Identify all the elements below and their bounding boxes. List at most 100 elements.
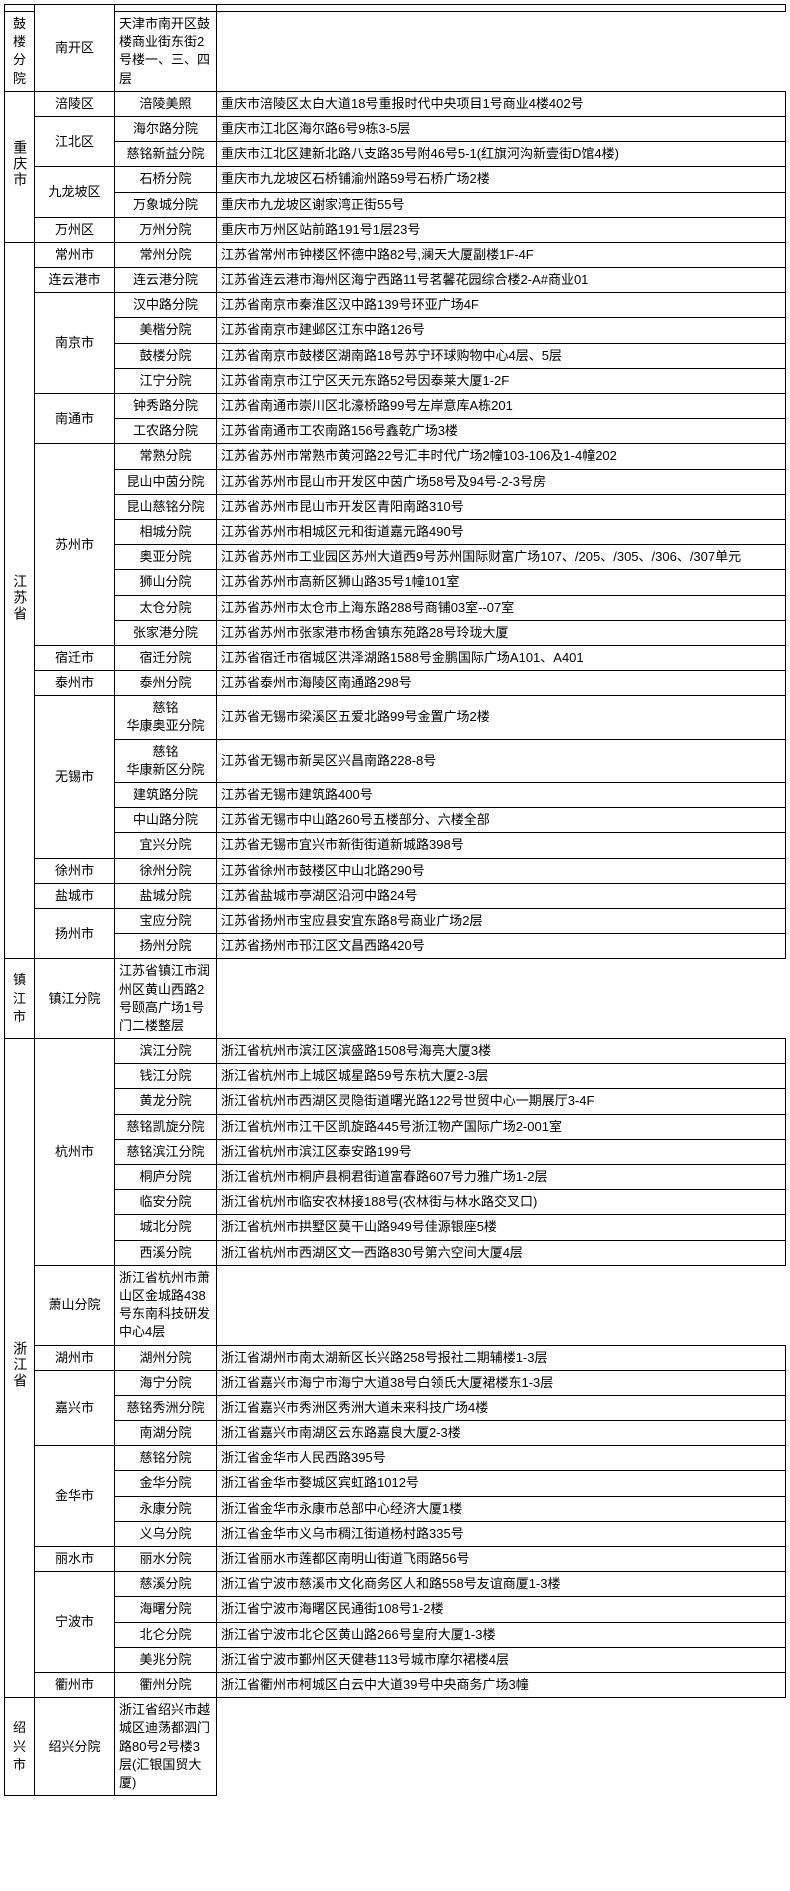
address-cell: 浙江省宁波市鄞州区天健巷113号城市摩尔裙楼4层	[217, 1647, 786, 1672]
address-cell: 浙江省杭州市上城区城星路59号东杭大厦2-3层	[217, 1064, 786, 1089]
branch-cell: 涪陵美照	[115, 91, 217, 116]
branch-cell: 桐庐分院	[115, 1165, 217, 1190]
branch-cell: 永康分院	[115, 1496, 217, 1521]
table-row: 海曙分院浙江省宁波市海曙区民通街108号1-2楼	[5, 1597, 786, 1622]
branch-cell: 钟秀路分院	[115, 394, 217, 419]
address-cell	[217, 5, 786, 12]
table-row: 扬州分院江苏省扬州市邗江区文昌西路420号	[5, 934, 786, 959]
table-row: 黄龙分院浙江省杭州市西湖区灵隐街道曙光路122号世贸中心一期展厅3-4F	[5, 1089, 786, 1114]
province-cell: 江苏省	[5, 242, 35, 958]
city-cell: 泰州市	[35, 671, 115, 696]
table-row: 湖州市湖州分院浙江省湖州市南太湖新区长兴路258号报社二期辅楼1-3层	[5, 1345, 786, 1370]
city-cell: 南通市	[35, 394, 115, 444]
table-row: 衢州市衢州分院浙江省衢州市柯城区白云中大道39号中央商务广场3幢	[5, 1672, 786, 1697]
city-cell: 盐城市	[35, 883, 115, 908]
branch-cell: 昆山慈铭分院	[115, 494, 217, 519]
branch-cell: 海尔路分院	[115, 116, 217, 141]
branch-cell: 海曙分院	[115, 1597, 217, 1622]
city-cell: 常州市	[35, 242, 115, 267]
table-row: 南湖分院浙江省嘉兴市南湖区云东路嘉良大厦2-3楼	[5, 1421, 786, 1446]
table-row: 盐城市盐城分院江苏省盐城市亭湖区沿河中路24号	[5, 883, 786, 908]
city-cell: 南开区	[35, 5, 115, 92]
address-cell: 重庆市九龙坡区石桥铺渝州路59号石桥广场2楼	[217, 167, 786, 192]
table-row: 扬州市宝应分院江苏省扬州市宝应县安宜东路8号商业广场2层	[5, 908, 786, 933]
branch-cell: 万象城分院	[115, 192, 217, 217]
table-row: 南京市汉中路分院江苏省南京市秦淮区汉中路139号环亚广场4F	[5, 293, 786, 318]
city-cell: 江北区	[35, 116, 115, 166]
city-cell: 丽水市	[35, 1547, 115, 1572]
location-table: 南开区鼓楼分院天津市南开区鼓楼商业街东街2号楼一、三、四层重庆市涪陵区涪陵美照重…	[4, 4, 786, 1796]
table-row: 工农路分院江苏省南通市工农南路156号鑫乾广场3楼	[5, 419, 786, 444]
city-cell: 苏州市	[35, 444, 115, 646]
city-cell: 无锡市	[35, 696, 115, 858]
address-cell: 江苏省南京市鼓楼区湖南路18号苏宁环球购物中心4层、5层	[217, 343, 786, 368]
address-cell: 江苏省连云港市海州区海宁西路11号茗馨花园综合楼2-A#商业01	[217, 268, 786, 293]
city-cell: 杭州市	[35, 1039, 115, 1266]
table-row: 狮山分院江苏省苏州市高新区狮山路35号1幢101室	[5, 570, 786, 595]
branch-cell: 扬州分院	[115, 934, 217, 959]
address-cell: 江苏省泰州市海陵区南通路298号	[217, 671, 786, 696]
city-cell: 宿迁市	[35, 645, 115, 670]
address-cell: 江苏省苏州市工业园区苏州大道西9号苏州国际财富广场107、/205、/305、/…	[217, 545, 786, 570]
table-row: 鼓楼分院天津市南开区鼓楼商业街东街2号楼一、三、四层	[5, 12, 786, 92]
branch-cell: 萧山分院	[35, 1265, 115, 1345]
branch-cell: 张家港分院	[115, 620, 217, 645]
branch-cell: 万州分院	[115, 217, 217, 242]
address-cell: 重庆市江北区海尔路6号9栋3-5层	[217, 116, 786, 141]
city-cell: 金华市	[35, 1446, 115, 1547]
address-cell: 浙江省绍兴市越城区迪荡都泗门路80号2号楼3层(汇银国贸大厦)	[115, 1698, 217, 1796]
address-cell: 江苏省徐州市鼓楼区中山北路290号	[217, 858, 786, 883]
branch-cell: 中山路分院	[115, 808, 217, 833]
branch-cell: 徐州分院	[115, 858, 217, 883]
branch-cell: 太仓分院	[115, 595, 217, 620]
address-cell: 江苏省苏州市昆山市开发区中茵广场58号及94号-2-3号房	[217, 469, 786, 494]
address-cell: 浙江省金华市义乌市稠江街道杨村路335号	[217, 1521, 786, 1546]
table-row: 鼓楼分院江苏省南京市鼓楼区湖南路18号苏宁环球购物中心4层、5层	[5, 343, 786, 368]
address-cell: 浙江省杭州市桐庐县桐君街道富春路607号力雅广场1-2层	[217, 1165, 786, 1190]
address-cell: 浙江省湖州市南太湖新区长兴路258号报社二期辅楼1-3层	[217, 1345, 786, 1370]
table-row: 临安分院浙江省杭州市临安农林接188号(农林街与林水路交叉口)	[5, 1190, 786, 1215]
branch-cell: 美兆分院	[115, 1647, 217, 1672]
branch-cell: 宿迁分院	[115, 645, 217, 670]
table-row: 嘉兴市海宁分院浙江省嘉兴市海宁市海宁大道38号白领氏大厦裙楼东1-3层	[5, 1370, 786, 1395]
branch-cell: 汉中路分院	[115, 293, 217, 318]
address-cell: 江苏省宿迁市宿城区洪泽湖路1588号金鹏国际广场A101、A401	[217, 645, 786, 670]
address-cell: 浙江省嘉兴市南湖区云东路嘉良大厦2-3楼	[217, 1421, 786, 1446]
city-cell: 嘉兴市	[35, 1370, 115, 1446]
address-cell: 江苏省南通市崇川区北濠桥路99号左岸意库A栋201	[217, 394, 786, 419]
branch-cell: 慈铭滨江分院	[115, 1139, 217, 1164]
address-cell: 重庆市万州区站前路191号1层23号	[217, 217, 786, 242]
branch-cell: 慈铭凯旋分院	[115, 1114, 217, 1139]
address-cell: 浙江省杭州市拱墅区莫干山路949号佳源银座5楼	[217, 1215, 786, 1240]
city-cell: 宁波市	[35, 1572, 115, 1673]
table-row: 昆山中茵分院江苏省苏州市昆山市开发区中茵广场58号及94号-2-3号房	[5, 469, 786, 494]
table-row: 苏州市常熟分院江苏省苏州市常熟市黄河路22号汇丰时代广场2幢103-106及1-…	[5, 444, 786, 469]
branch-cell: 黄龙分院	[115, 1089, 217, 1114]
branch-cell: 南湖分院	[115, 1421, 217, 1446]
city-cell: 南京市	[35, 293, 115, 394]
address-cell: 浙江省宁波市北仑区黄山路266号皇府大厦1-3楼	[217, 1622, 786, 1647]
address-cell: 浙江省宁波市慈溪市文化商务区人和路558号友谊商厦1-3楼	[217, 1572, 786, 1597]
branch-cell: 临安分院	[115, 1190, 217, 1215]
address-cell: 江苏省无锡市建筑路400号	[217, 783, 786, 808]
branch-cell: 美楷分院	[115, 318, 217, 343]
address-cell: 江苏省无锡市梁溪区五爱北路99号金置广场2楼	[217, 696, 786, 739]
city-cell: 镇江市	[5, 959, 35, 1039]
address-cell: 浙江省杭州市江干区凯旋路445号浙江物产国际广场2-001室	[217, 1114, 786, 1139]
address-cell: 江苏省苏州市高新区狮山路35号1幢101室	[217, 570, 786, 595]
city-cell: 衢州市	[35, 1672, 115, 1697]
table-row: 义乌分院浙江省金华市义乌市稠江街道杨村路335号	[5, 1521, 786, 1546]
table-row: 北仑分院浙江省宁波市北仑区黄山路266号皇府大厦1-3楼	[5, 1622, 786, 1647]
table-row: 钱江分院浙江省杭州市上城区城星路59号东杭大厦2-3层	[5, 1064, 786, 1089]
table-row: 萧山分院浙江省杭州市萧山区金城路438号东南科技研发中心4层	[5, 1265, 786, 1345]
city-cell: 涪陵区	[35, 91, 115, 116]
branch-cell: 义乌分院	[115, 1521, 217, 1546]
branch-cell: 鼓楼分院	[5, 12, 35, 92]
branch-cell: 昆山中茵分院	[115, 469, 217, 494]
table-row: 昆山慈铭分院江苏省苏州市昆山市开发区青阳南路310号	[5, 494, 786, 519]
branch-cell: 钱江分院	[115, 1064, 217, 1089]
address-cell: 浙江省丽水市莲都区南明山街道飞雨路56号	[217, 1547, 786, 1572]
branch-cell: 慈铭华康奥亚分院	[115, 696, 217, 739]
table-row: 慈铭华康新区分院江苏省无锡市新吴区兴昌南路228-8号	[5, 739, 786, 782]
address-cell: 浙江省杭州市临安农林接188号(农林街与林水路交叉口)	[217, 1190, 786, 1215]
